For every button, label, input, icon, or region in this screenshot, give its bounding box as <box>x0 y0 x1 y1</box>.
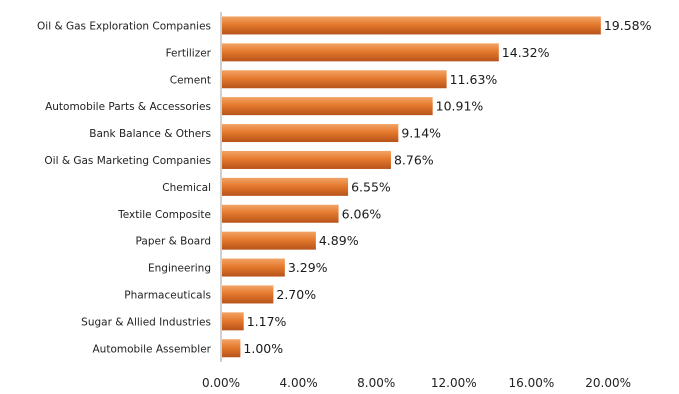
x-tick-labels: 0.00% 4.00% 8.00% 12.00% 16.00% 20.00% <box>202 376 631 390</box>
data-label: 1.00% <box>243 341 283 356</box>
category-label: Sugar & Allied Industries <box>81 316 211 328</box>
data-label: 2.70% <box>276 287 316 302</box>
category-label: Textile Composite <box>117 209 211 221</box>
data-label: 6.55% <box>351 179 391 194</box>
x-tick-label: 20.00% <box>585 376 631 390</box>
data-label: 4.89% <box>319 233 359 248</box>
x-tick-label: 12.00% <box>431 376 477 390</box>
x-tick-label: 16.00% <box>509 376 555 390</box>
category-label: Engineering <box>148 263 211 275</box>
category-label: Paper & Board <box>136 236 211 248</box>
bar <box>222 124 399 143</box>
bar <box>222 231 316 250</box>
x-tick-label: 4.00% <box>280 376 318 390</box>
category-label: Bank Balance & Others <box>89 128 211 140</box>
data-label: 1.17% <box>247 314 287 329</box>
x-tick-label: 8.00% <box>357 376 395 390</box>
data-label: 8.76% <box>394 152 434 167</box>
data-label: 11.63% <box>450 72 498 87</box>
data-labels: 19.58% 14.32% 11.63% 10.91% 9.14% 8.76%6.55% 6… <box>243 18 651 356</box>
bars-group <box>222 16 601 358</box>
category-label: Chemical <box>162 182 211 194</box>
bar <box>222 177 349 196</box>
data-label: 19.58% <box>604 18 652 33</box>
category-label: Fertilizer <box>166 47 212 59</box>
bar <box>222 97 433 116</box>
category-label: Oil & Gas Exploration Companies <box>37 20 211 32</box>
bar <box>222 258 285 277</box>
category-labels: Oil & Gas Exploration Companies Fertilize… <box>37 20 212 355</box>
data-label: 3.29% <box>288 260 328 275</box>
bar <box>222 339 241 358</box>
bar <box>222 43 499 62</box>
bar <box>222 312 244 331</box>
x-tick-label: 0.00% <box>202 376 240 390</box>
bar <box>222 285 274 304</box>
category-label: Cement <box>170 74 211 86</box>
category-label: Automobile Parts & Accessories <box>45 101 211 113</box>
category-label: Automobile Assembler <box>93 343 212 355</box>
bar <box>222 70 447 89</box>
data-label: 6.06% <box>342 206 382 221</box>
bar <box>222 150 391 169</box>
category-label: Pharmaceuticals <box>124 289 211 301</box>
data-label: 9.14% <box>401 126 441 141</box>
bar <box>222 16 601 35</box>
bar <box>222 204 339 223</box>
data-label: 14.32% <box>502 45 550 60</box>
data-label: 10.91% <box>436 99 484 114</box>
category-label: Oil & Gas Marketing Companies <box>44 155 211 167</box>
